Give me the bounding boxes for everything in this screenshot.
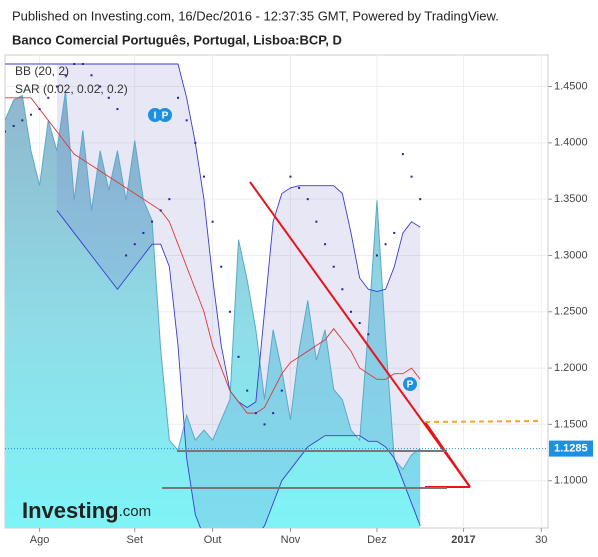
sar-dot	[401, 153, 404, 156]
trend-line	[424, 421, 471, 488]
sar-dot	[375, 254, 378, 257]
y-tick-label: 1.4500	[554, 80, 588, 92]
y-tick-label: 1.3500	[554, 193, 588, 205]
sar-dot	[358, 322, 361, 325]
y-tick-label: 1.1500	[554, 418, 588, 430]
sar-dot	[5, 130, 6, 133]
sar-dot	[341, 288, 344, 291]
marker-label: P	[162, 111, 169, 122]
x-tick-label: Ago	[30, 534, 50, 546]
price-area	[5, 91, 421, 528]
logo-main: Investing	[22, 498, 119, 523]
sar-dot	[194, 141, 197, 144]
sar-dot	[393, 231, 396, 234]
published-line: Published on Investing.com, 16/Dec/2016 …	[12, 8, 499, 23]
sar-dot	[202, 175, 205, 178]
sar-dot	[419, 198, 422, 201]
sar-dot	[324, 243, 327, 246]
y-tick-label: 1.3000	[554, 249, 588, 261]
drawings: I P P	[148, 108, 543, 489]
band-fill	[56, 64, 421, 528]
marker-label: I	[154, 111, 157, 122]
marker	[403, 377, 417, 391]
y-tick-label: 1.2000	[554, 362, 588, 374]
band-line	[56, 210, 421, 528]
sar-dot	[90, 74, 93, 77]
sar-dot	[177, 96, 179, 99]
indicator-label: SAR (0.02, 0.02, 0.2)	[15, 82, 128, 96]
sar-dot	[81, 63, 84, 66]
plot-area	[5, 63, 422, 528]
sar-dot	[168, 198, 171, 201]
price-line	[5, 90, 421, 471]
sar-dot	[332, 265, 335, 268]
trend-line	[249, 181, 471, 488]
y-tick-label: 1.2500	[554, 306, 588, 318]
sar-dot	[73, 63, 76, 66]
sar-dot	[151, 220, 154, 223]
sar-dot	[220, 265, 223, 268]
sar-dot	[47, 96, 50, 99]
sar-dot	[55, 85, 58, 88]
logo-suffix: .com	[119, 503, 152, 520]
sar-dot	[237, 355, 240, 358]
sar-dot	[116, 108, 119, 111]
sar-dot	[125, 254, 128, 257]
sar-dot	[99, 85, 102, 88]
x-tick-label: Set	[126, 534, 143, 546]
last-price-tag	[549, 440, 593, 457]
projection-line	[424, 420, 543, 423]
sar-dot	[410, 175, 413, 178]
last-price-label: 1.1285	[554, 443, 588, 455]
sar-dot	[29, 113, 32, 116]
sar-dot	[315, 220, 318, 223]
sar-dot	[289, 175, 292, 178]
sar-dot	[228, 310, 231, 313]
indicator-label: BB (20, 2)	[15, 64, 69, 78]
logo: Investing.com	[22, 498, 151, 523]
y-tick-label: 1.4000	[554, 137, 588, 149]
sar-dot	[64, 74, 67, 77]
sar-dot	[142, 231, 145, 234]
marker-label: P	[407, 380, 414, 391]
sar-dot	[350, 310, 352, 313]
sar-dot	[38, 108, 41, 111]
x-tick-label: Dez	[367, 534, 387, 546]
x-tick-label: 2017	[451, 534, 475, 546]
sar-dot	[306, 198, 309, 201]
band-line	[5, 97, 421, 414]
sar-dot	[21, 119, 24, 122]
sar-dot	[298, 186, 301, 189]
marker	[148, 108, 162, 122]
x-tick-label: Out	[204, 534, 222, 546]
sar-dot	[107, 96, 110, 99]
x-tick-label: Nov	[281, 534, 301, 546]
sar-dot	[254, 412, 257, 415]
chart-title: Banco Comercial Português, Portugal, Lis…	[12, 32, 342, 47]
sar-dot	[272, 412, 275, 415]
sar-dot	[384, 243, 387, 246]
x-tick-label: 30	[535, 534, 547, 546]
sar-dot	[211, 220, 214, 223]
sar-dot	[367, 333, 370, 336]
sar-dot	[133, 243, 136, 246]
sar-dot	[263, 423, 266, 426]
sar-dot	[159, 209, 162, 212]
sar-dot	[12, 124, 15, 127]
sar-dot	[280, 389, 283, 392]
y-tick-label: 1.1000	[554, 475, 588, 487]
sar-dot	[246, 389, 249, 392]
marker	[158, 108, 172, 122]
sar-dot	[185, 119, 188, 122]
